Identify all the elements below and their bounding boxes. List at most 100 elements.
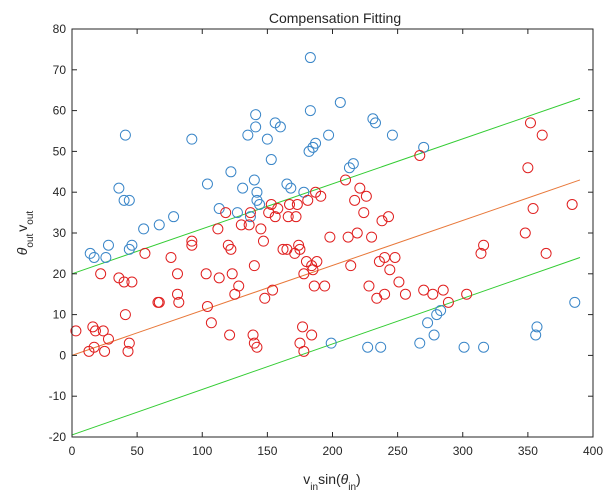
data-point-series-2 <box>315 190 327 202</box>
data-point-series-2 <box>284 198 296 210</box>
y-tick-label: 50 <box>53 144 67 158</box>
y-tick-label: 70 <box>53 63 67 77</box>
data-point-series-1 <box>569 296 581 308</box>
chart-title: Compensation Fitting <box>269 10 401 26</box>
x-tick-label: 100 <box>192 444 212 458</box>
data-point-series-2 <box>297 321 309 333</box>
data-point-series-1 <box>478 341 490 353</box>
data-point-series-2 <box>540 247 552 259</box>
y-tick-label: 0 <box>59 348 66 362</box>
x-axis-label: vinsin(θin) <box>303 471 360 493</box>
data-point-series-2 <box>88 341 100 353</box>
data-point-series-2 <box>205 317 217 329</box>
data-point-series-1 <box>201 178 213 190</box>
data-point-series-2 <box>351 227 363 239</box>
data-point-series-2 <box>102 333 114 345</box>
data-point-series-1 <box>428 329 440 341</box>
data-point-series-2 <box>442 296 454 308</box>
y-axis-label: θoutvout <box>14 211 36 256</box>
data-point-series-2 <box>235 219 247 231</box>
data-point-series-1 <box>251 186 263 198</box>
data-point-series-2 <box>201 300 213 312</box>
data-point-series-1 <box>431 309 443 321</box>
data-point-series-2 <box>282 211 294 223</box>
data-point-series-2 <box>122 345 134 357</box>
x-tick-label: 350 <box>518 444 538 458</box>
data-point-series-1 <box>242 129 254 141</box>
data-point-series-1 <box>123 194 135 206</box>
fit-line-1 <box>71 97 581 275</box>
data-point-series-1 <box>84 247 96 259</box>
y-tick-label: 30 <box>53 226 67 240</box>
data-point-series-2 <box>220 207 232 219</box>
data-point-series-2 <box>293 239 305 251</box>
y-tick-label: 40 <box>53 185 67 199</box>
data-point-series-1 <box>248 174 260 186</box>
data-point-series-1 <box>102 239 114 251</box>
data-point-series-2 <box>153 296 165 308</box>
data-point-series-2 <box>298 268 310 280</box>
data-point-series-2 <box>277 243 289 255</box>
x-tick-label: 200 <box>322 444 342 458</box>
data-point-series-1 <box>325 337 337 349</box>
fit-line-3 <box>71 257 581 436</box>
data-point-series-2 <box>527 203 539 215</box>
fit-lines <box>71 97 581 436</box>
data-point-series-1 <box>323 129 335 141</box>
data-point-series-2 <box>251 341 263 353</box>
data-point-series-2 <box>399 288 411 300</box>
data-point-series-2 <box>119 309 131 321</box>
data-point-series-1 <box>281 178 293 190</box>
x-tick-label: 250 <box>388 444 408 458</box>
data-point-series-1 <box>119 129 131 141</box>
data-point-series-1 <box>303 145 315 157</box>
data-point-series-2 <box>302 194 314 206</box>
data-point-series-1 <box>113 182 125 194</box>
data-point-series-2 <box>226 268 238 280</box>
data-point-series-2 <box>165 251 177 263</box>
y-tick-label: -20 <box>49 430 67 444</box>
y-tick-label: 80 <box>53 22 67 36</box>
data-point-series-2 <box>414 149 426 161</box>
data-point-series-2 <box>366 231 378 243</box>
data-point-series-2 <box>244 207 256 219</box>
data-point-series-1 <box>274 121 286 133</box>
data-point-series-1 <box>244 211 256 223</box>
data-point-series-2 <box>233 280 245 292</box>
data-point-series-2 <box>173 296 185 308</box>
data-point-series-1 <box>265 154 277 166</box>
data-point-series-1 <box>422 317 434 329</box>
data-point-series-1 <box>231 207 243 219</box>
data-point-series-2 <box>298 345 310 357</box>
data-point-series-1 <box>347 158 359 170</box>
data-point-series-2 <box>291 198 303 210</box>
y-axis: -20 -10 0 10 20 30 40 50 60 70 80 <box>49 22 593 444</box>
data-point-series-2 <box>224 329 236 341</box>
y-tick-label: 20 <box>53 267 67 281</box>
data-point-series-2 <box>358 207 370 219</box>
data-point-series-2 <box>186 235 198 247</box>
data-point-series-1 <box>237 182 249 194</box>
data-point-series-1 <box>168 211 180 223</box>
data-point-series-1 <box>369 117 381 129</box>
data-point-series-2 <box>172 288 184 300</box>
data-point-series-2 <box>319 280 331 292</box>
data-point-series-2 <box>324 231 336 243</box>
data-point-series-2 <box>379 288 391 300</box>
data-point-series-1 <box>138 223 150 235</box>
data-point-series-2 <box>97 325 109 337</box>
x-axis: 0 50 100 150 200 250 300 350 400 <box>69 29 603 458</box>
data-point-series-2 <box>522 162 534 174</box>
data-point-series-1 <box>126 239 138 251</box>
data-point-series-1 <box>186 133 198 145</box>
data-point-series-1 <box>334 96 346 108</box>
y-tick-label: 60 <box>53 104 67 118</box>
data-point-series-2 <box>99 345 111 357</box>
data-point-series-2 <box>311 256 323 268</box>
data-point-series-1 <box>250 109 262 121</box>
data-point-series-2 <box>519 227 531 239</box>
data-point-series-1 <box>362 341 374 353</box>
data-point-series-2 <box>257 235 269 247</box>
data-point-series-1 <box>118 194 130 206</box>
